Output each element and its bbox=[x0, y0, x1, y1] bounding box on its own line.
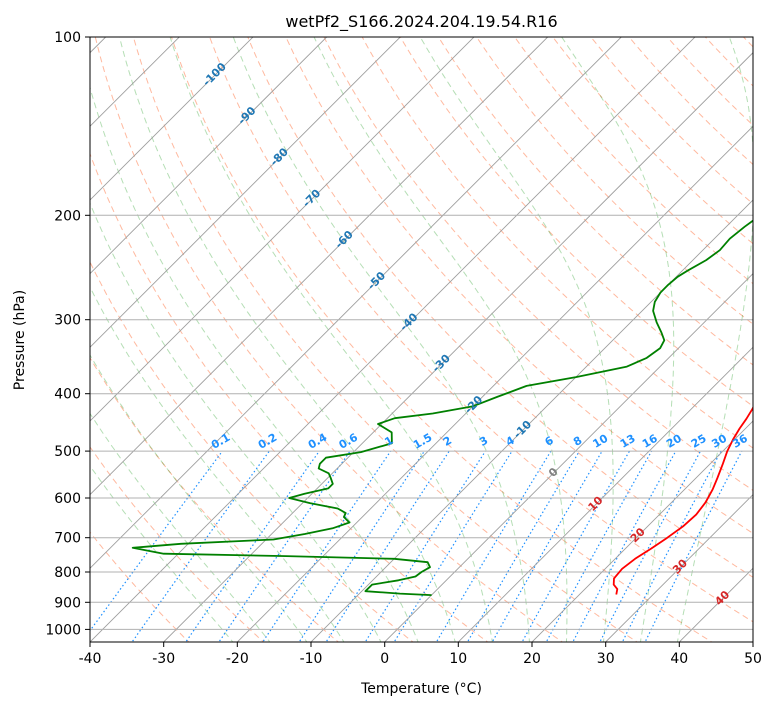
isotherm-line bbox=[90, 37, 254, 201]
plot-frame bbox=[89, 36, 754, 643]
isotherm-line bbox=[236, 125, 753, 642]
isotherm-line bbox=[162, 52, 753, 642]
dewpoint-trace bbox=[131, 219, 753, 596]
mixing-ratio-line bbox=[364, 450, 486, 642]
y-tick-label: 100 bbox=[54, 30, 81, 46]
x-tick-label: -40 bbox=[79, 651, 102, 667]
x-axis-label: Temperature (°C) bbox=[360, 681, 482, 697]
isotherm-line bbox=[310, 199, 753, 642]
isotherm-line bbox=[531, 420, 753, 642]
isotherm-line bbox=[383, 273, 753, 642]
x-tick-label: -20 bbox=[226, 651, 249, 667]
mixing-ratio-line bbox=[572, 450, 677, 642]
mixing-ratio-line bbox=[325, 450, 450, 642]
dry-adiabat bbox=[323, 37, 753, 492]
y-tick-label: 800 bbox=[54, 565, 81, 581]
dry-adiabat bbox=[476, 37, 753, 325]
isotherm-line bbox=[90, 37, 401, 348]
dry-adiabat bbox=[247, 37, 753, 578]
dry-adiabat bbox=[90, 260, 414, 642]
mixing-ratio-line bbox=[218, 450, 351, 642]
x-tick-label: 50 bbox=[744, 651, 762, 667]
mixing-ratio-line bbox=[185, 450, 320, 642]
dry-adiabat bbox=[437, 37, 753, 366]
isotherm-line bbox=[457, 346, 753, 642]
mixing-ratio-line bbox=[298, 450, 425, 642]
y-tick-label: 500 bbox=[54, 444, 81, 460]
y-tick-label: 700 bbox=[54, 531, 81, 547]
x-tick-label: 20 bbox=[523, 651, 541, 667]
mixing-ratio-line bbox=[599, 450, 702, 642]
y-axis-label: Pressure (hPa) bbox=[12, 290, 28, 390]
dry-adiabat bbox=[285, 37, 753, 534]
mixing-ratio-line bbox=[90, 450, 223, 632]
isotherm-line bbox=[604, 493, 753, 642]
dry-adiabat bbox=[514, 37, 753, 285]
x-tick-label: -10 bbox=[300, 651, 323, 667]
isotherm-line bbox=[90, 37, 549, 496]
y-tick-label: 200 bbox=[54, 208, 81, 224]
y-tick-label: 1000 bbox=[45, 622, 81, 638]
chart-title: wetPf2_S166.2024.204.19.54.R16 bbox=[285, 12, 557, 32]
x-tick-label: 0 bbox=[380, 651, 389, 667]
x-tick-label: -30 bbox=[152, 651, 175, 667]
y-tick-label: 900 bbox=[54, 595, 81, 611]
dry-adiabat bbox=[399, 37, 753, 407]
moist-adiabat bbox=[90, 202, 382, 642]
isotherm-line bbox=[90, 37, 328, 275]
dry-adiabat bbox=[90, 152, 489, 642]
mixing-ratio-line bbox=[466, 450, 580, 642]
axis-ticks: -40 -30 -20 -10 0 10 20 30 40 50 100 200 300 400 500 60… bbox=[45, 30, 762, 667]
x-tick-label: 30 bbox=[597, 651, 615, 667]
profile-traces bbox=[131, 219, 753, 596]
mixing-ratio-line bbox=[393, 450, 513, 642]
y-tick-label: 300 bbox=[54, 313, 81, 329]
dry-adiabat bbox=[361, 37, 753, 449]
x-tick-label: 10 bbox=[449, 651, 467, 667]
isotherm-line bbox=[90, 37, 475, 422]
x-tick-label: 40 bbox=[670, 651, 688, 667]
y-tick-label: 400 bbox=[54, 387, 81, 403]
mixing-ratio-line bbox=[621, 450, 722, 642]
temperature-trace bbox=[612, 405, 753, 595]
isotherm-line bbox=[90, 37, 622, 569]
isotherm-line bbox=[90, 37, 696, 642]
dry-adiabat bbox=[171, 37, 713, 642]
mixing-ratio-line bbox=[262, 450, 392, 642]
mixing-ratio-line bbox=[131, 450, 270, 642]
y-tick-label: 600 bbox=[54, 491, 81, 507]
